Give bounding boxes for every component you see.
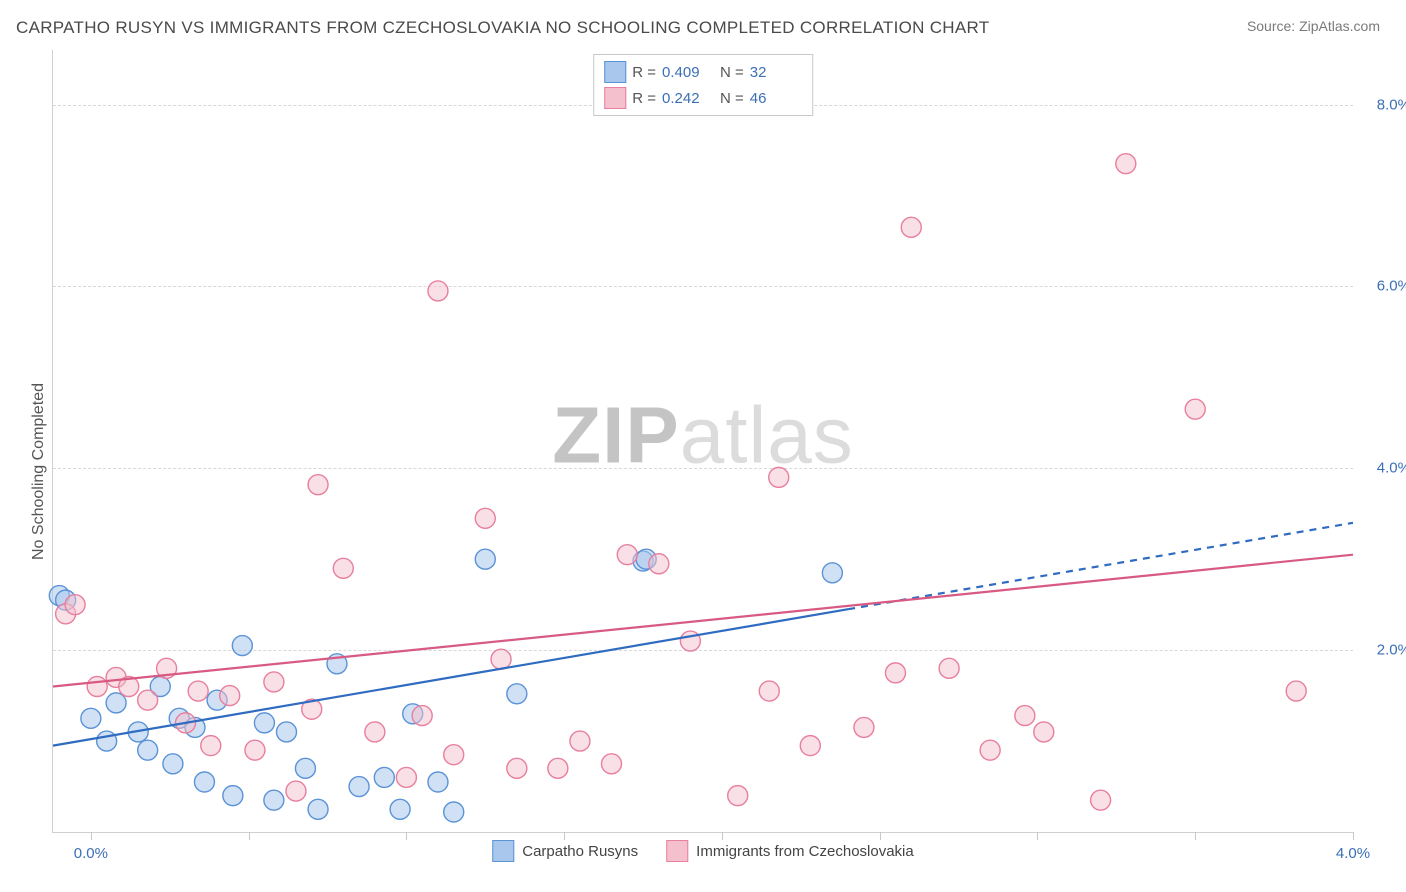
swatch-series-2 [604,87,626,109]
x-tick-label: 4.0% [1336,845,1370,862]
legend-label-1: Carpatho Rusyns [522,843,638,860]
legend-stats-row-2: R = 0.242 N = 46 [604,85,802,111]
scatter-svg [53,50,1353,832]
r-label-2: R = [632,90,656,107]
n-value-2: 46 [750,90,802,107]
x-tick-label: 0.0% [74,845,108,862]
n-value-1: 32 [750,64,802,81]
swatch-bottom-1 [492,840,514,862]
source-attribution: Source: ZipAtlas.com [1247,18,1380,34]
y-tick-label: 8.0% [1377,96,1406,113]
swatch-bottom-2 [666,840,688,862]
source-label: Source: [1247,18,1295,34]
legend-stats-row-1: R = 0.409 N = 32 [604,59,802,85]
swatch-series-1 [604,61,626,83]
r-value-2: 0.242 [662,90,714,107]
y-tick-label: 2.0% [1377,642,1406,659]
legend-label-2: Immigrants from Czechoslovakia [696,843,914,860]
source-value: ZipAtlas.com [1299,18,1380,34]
legend-series-box: Carpatho Rusyns Immigrants from Czechosl… [492,840,913,862]
y-tick-label: 6.0% [1377,278,1406,295]
chart-plot-area: ZIPatlas 2.0%4.0%6.0%8.0%0.0%4.0% R = 0.… [52,50,1353,833]
chart-title: CARPATHO RUSYN VS IMMIGRANTS FROM CZECHO… [16,18,989,38]
legend-item-2: Immigrants from Czechoslovakia [666,840,914,862]
n-label-2: N = [720,90,744,107]
legend-stats-box: R = 0.409 N = 32 R = 0.242 N = 46 [593,54,813,116]
legend-item-1: Carpatho Rusyns [492,840,638,862]
y-axis-label: No Schooling Completed [30,383,48,560]
n-label-1: N = [720,64,744,81]
r-label-1: R = [632,64,656,81]
y-tick-label: 4.0% [1377,460,1406,477]
r-value-1: 0.409 [662,64,714,81]
